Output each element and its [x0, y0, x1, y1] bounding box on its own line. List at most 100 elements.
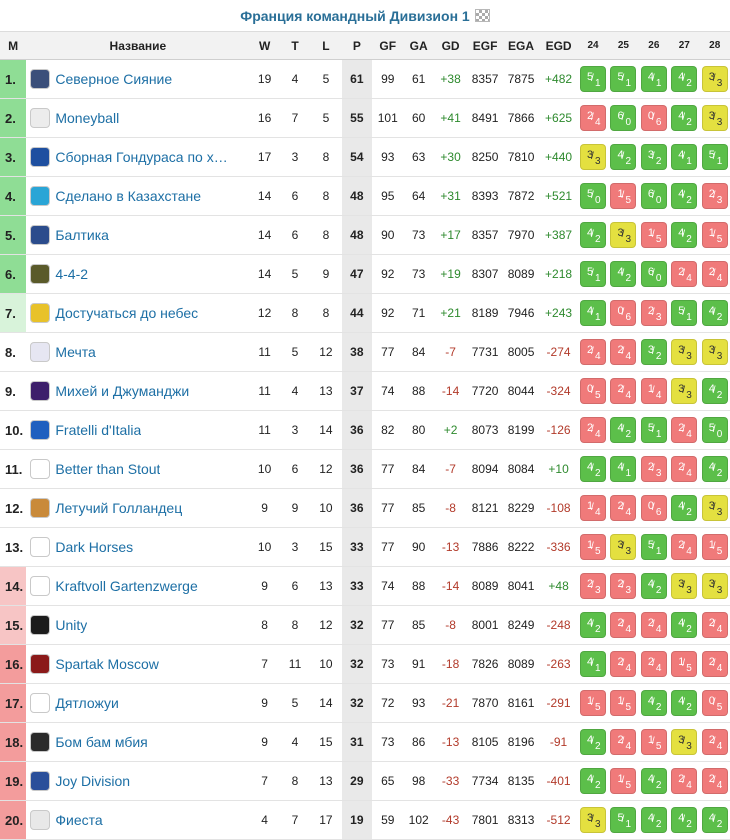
team-name-link[interactable]: Балтика	[55, 227, 109, 243]
match-result-badge[interactable]: 2/3	[640, 456, 667, 482]
match-result-badge[interactable]: 4/1	[580, 300, 607, 326]
match-result-badge[interactable]: 2/4	[701, 261, 728, 287]
match-result-badge[interactable]: 5/0	[580, 183, 607, 209]
match-result-badge[interactable]: 2/3	[580, 573, 607, 599]
match-result-badge[interactable]: 5/1	[580, 66, 607, 92]
match-result-badge[interactable]: 3/3	[671, 378, 698, 404]
match-result-badge[interactable]: 2/4	[640, 612, 667, 638]
match-result-badge[interactable]: 1/5	[701, 222, 728, 248]
team-name-link[interactable]: Dark Horses	[55, 539, 134, 555]
team-name-link[interactable]: Kraftvoll Gartenzwerge	[55, 578, 198, 594]
match-result-badge[interactable]: 2/4	[610, 651, 637, 677]
match-result-badge[interactable]: 4/2	[701, 807, 728, 833]
match-result-badge[interactable]: 2/4	[610, 612, 637, 638]
match-result-badge[interactable]: 3/3	[701, 573, 728, 599]
team-name-link[interactable]: Летучий Голландец	[55, 500, 183, 516]
match-result-badge[interactable]: 4/2	[580, 612, 607, 638]
match-result-badge[interactable]: 5/1	[701, 144, 728, 170]
match-result-badge[interactable]: 2/4	[671, 456, 698, 482]
match-result-badge[interactable]: 4/1	[671, 144, 698, 170]
team-name-link[interactable]: Better than Stout	[55, 461, 161, 477]
match-result-badge[interactable]: 4/2	[580, 729, 607, 755]
match-result-badge[interactable]: 3/3	[701, 66, 728, 92]
match-result-badge[interactable]: 1/5	[610, 768, 637, 794]
match-result-badge[interactable]: 3/2	[640, 144, 667, 170]
team-name-link[interactable]: Достучаться до небес	[55, 305, 199, 321]
match-result-badge[interactable]: 0/5	[580, 378, 607, 404]
match-result-badge[interactable]: 5/1	[580, 261, 607, 287]
header-name[interactable]: Название	[26, 31, 250, 60]
match-result-badge[interactable]: 4/1	[610, 456, 637, 482]
header-gf[interactable]: GF	[372, 31, 404, 60]
match-result-badge[interactable]: 4/2	[671, 105, 698, 131]
match-result-badge[interactable]: 4/2	[671, 183, 698, 209]
match-result-badge[interactable]: 3/3	[580, 807, 607, 833]
match-result-badge[interactable]: 2/4	[610, 729, 637, 755]
match-result-badge[interactable]: 2/4	[580, 417, 607, 443]
match-result-badge[interactable]: 2/4	[671, 417, 698, 443]
match-result-badge[interactable]: 3/3	[671, 573, 698, 599]
match-result-badge[interactable]: 3/3	[610, 222, 637, 248]
match-result-badge[interactable]: 3/3	[671, 339, 698, 365]
match-result-badge[interactable]: 2/4	[701, 768, 728, 794]
match-result-badge[interactable]: 2/4	[580, 105, 607, 131]
header-egf[interactable]: EGF	[467, 31, 503, 60]
match-result-badge[interactable]: 2/4	[610, 339, 637, 365]
match-result-badge[interactable]: 4/1	[640, 66, 667, 92]
team-name-link[interactable]: Moneyball	[55, 110, 120, 126]
team-name-link[interactable]: Unity	[55, 617, 88, 633]
header-egd[interactable]: EGD	[539, 31, 578, 60]
match-result-badge[interactable]: 4/2	[701, 378, 728, 404]
match-result-badge[interactable]: 3/3	[671, 729, 698, 755]
match-result-badge[interactable]: 3/3	[610, 534, 637, 560]
match-result-badge[interactable]: 4/2	[701, 456, 728, 482]
header-ga[interactable]: GA	[403, 31, 434, 60]
match-result-badge[interactable]: 2/4	[701, 612, 728, 638]
match-result-badge[interactable]: 4/2	[610, 261, 637, 287]
match-result-badge[interactable]: 5/1	[640, 417, 667, 443]
match-result-badge[interactable]: 2/4	[701, 651, 728, 677]
match-result-badge[interactable]: 2/4	[610, 495, 637, 521]
match-result-badge[interactable]: 4/2	[701, 300, 728, 326]
match-result-badge[interactable]: 4/1	[580, 651, 607, 677]
match-result-badge[interactable]: 1/4	[640, 378, 667, 404]
match-result-badge[interactable]: 4/2	[610, 144, 637, 170]
team-name-link[interactable]: Fratelli d'Italia	[55, 422, 142, 438]
match-result-badge[interactable]: 1/4	[580, 495, 607, 521]
match-result-badge[interactable]: 2/4	[671, 534, 698, 560]
match-result-badge[interactable]: 5/1	[671, 300, 698, 326]
match-result-badge[interactable]: 4/2	[671, 807, 698, 833]
match-result-badge[interactable]: 4/2	[640, 807, 667, 833]
header-w[interactable]: W	[249, 31, 280, 60]
team-name-link[interactable]: Сборная Гондураса по х…	[55, 149, 228, 165]
match-result-badge[interactable]: 3/3	[580, 144, 607, 170]
team-name-link[interactable]: Сделано в Казахстане	[55, 188, 202, 204]
team-name-link[interactable]: Северное Сияние	[55, 71, 173, 87]
match-result-badge[interactable]: 3/3	[701, 105, 728, 131]
team-name-link[interactable]: Фиеста	[55, 812, 103, 828]
match-result-badge[interactable]: 0/6	[610, 300, 637, 326]
header-gd[interactable]: GD	[433, 31, 468, 60]
match-result-badge[interactable]: 4/2	[640, 573, 667, 599]
match-result-badge[interactable]: 3/3	[701, 495, 728, 521]
match-result-badge[interactable]: 1/5	[671, 651, 698, 677]
match-result-badge[interactable]: 5/1	[640, 534, 667, 560]
match-result-badge[interactable]: 1/5	[610, 183, 637, 209]
team-name-link[interactable]: Бом бам мбия	[55, 734, 148, 750]
match-result-badge[interactable]: 4/2	[671, 690, 698, 716]
match-result-badge[interactable]: 6/0	[640, 183, 667, 209]
match-result-badge[interactable]: 4/2	[671, 66, 698, 92]
match-result-badge[interactable]: 0/6	[640, 495, 667, 521]
team-name-link[interactable]: 4-4-2	[55, 266, 89, 282]
match-result-badge[interactable]: 2/4	[701, 729, 728, 755]
header-l[interactable]: L	[310, 31, 342, 60]
match-result-badge[interactable]: 1/5	[580, 534, 607, 560]
team-name-link[interactable]: Мечта	[55, 344, 96, 360]
match-result-badge[interactable]: 4/2	[640, 768, 667, 794]
match-result-badge[interactable]: 2/4	[640, 651, 667, 677]
match-result-badge[interactable]: 4/2	[580, 222, 607, 248]
team-name-link[interactable]: Spartak Moscow	[55, 656, 159, 672]
match-result-badge[interactable]: 3/3	[701, 339, 728, 365]
match-result-badge[interactable]: 6/0	[640, 261, 667, 287]
team-name-link[interactable]: Joy Division	[55, 773, 131, 789]
